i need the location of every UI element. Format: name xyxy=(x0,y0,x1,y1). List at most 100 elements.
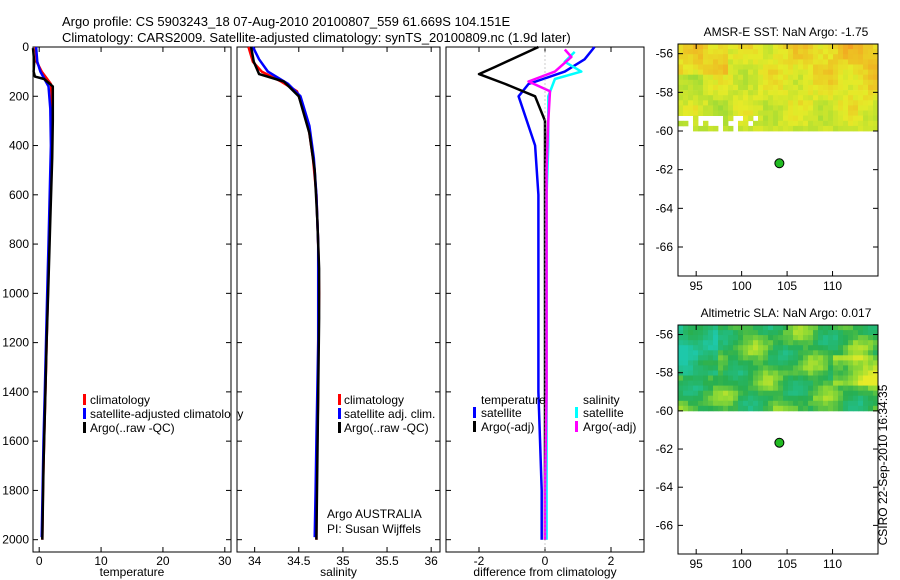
heatmap-cell xyxy=(823,49,829,55)
heatmap-cell xyxy=(838,330,844,336)
heatmap-cell xyxy=(863,74,869,81)
heatmap-cell xyxy=(693,350,699,356)
heatmap-cell xyxy=(748,365,754,371)
heatmap-cell xyxy=(778,49,784,55)
heatmap-cell xyxy=(688,370,694,376)
heatmap-cell xyxy=(768,44,774,50)
heatmap-cell xyxy=(818,375,824,381)
heatmap-cell xyxy=(688,350,694,356)
heatmap-cell xyxy=(798,360,804,366)
heatmap-cell xyxy=(758,44,764,50)
heatmap-cell xyxy=(743,44,749,50)
heatmap-cell xyxy=(858,385,864,392)
heatmap-cell xyxy=(823,105,829,111)
heatmap-cell xyxy=(708,64,714,70)
heatmap-cell xyxy=(843,69,849,76)
heatmap-cell xyxy=(763,74,769,81)
heatmap-cell xyxy=(833,115,839,122)
heatmap-cell xyxy=(718,74,724,81)
x-axis-label: salinity xyxy=(320,565,357,579)
heatmap-cell xyxy=(748,325,754,331)
heatmap-cell xyxy=(773,325,779,331)
heatmap-cell xyxy=(703,100,709,106)
heatmap-cell xyxy=(793,405,799,412)
heatmap-cell xyxy=(863,375,869,381)
heatmap-cell xyxy=(833,105,839,111)
heatmap-cell xyxy=(853,115,859,122)
heatmap-cell xyxy=(793,360,799,366)
heatmap-cell xyxy=(723,400,729,407)
heatmap-cell xyxy=(823,400,829,407)
heatmap-cell xyxy=(768,330,774,336)
heatmap-cell xyxy=(708,100,714,106)
heatmap-cell xyxy=(683,79,689,86)
heatmap-cell xyxy=(778,115,784,122)
heatmap-cell xyxy=(798,385,804,392)
heatmap-cell xyxy=(768,390,774,397)
heatmap-cell xyxy=(813,74,819,81)
heatmap-cell xyxy=(743,355,749,361)
heatmap-cell xyxy=(793,79,799,86)
heatmap-cell xyxy=(693,405,699,412)
heatmap-cell xyxy=(728,69,734,76)
heatmap-cell xyxy=(733,370,739,376)
heatmap-cell xyxy=(833,395,839,402)
heatmap-cell xyxy=(778,79,784,86)
legend-swatch xyxy=(338,408,341,419)
heatmap-cell xyxy=(733,84,739,91)
heatmap-cell xyxy=(848,74,854,81)
heatmap-cell xyxy=(748,44,754,50)
heatmap-cell xyxy=(768,69,774,76)
heatmap-cell xyxy=(843,95,849,101)
heatmap-cell xyxy=(788,59,794,65)
heatmap-cell xyxy=(848,345,854,351)
heatmap-cell xyxy=(788,84,794,91)
heatmap-cell xyxy=(763,90,769,96)
heatmap-cell xyxy=(818,390,824,397)
heatmap-cell xyxy=(708,360,714,366)
heatmap-cell xyxy=(678,79,684,86)
heatmap-cell xyxy=(773,370,779,376)
heatmap-cell xyxy=(813,345,819,351)
legend-swatch xyxy=(83,394,86,405)
heatmap-cell xyxy=(723,95,729,101)
heatmap-cell xyxy=(858,125,864,132)
heatmap-cell xyxy=(688,330,694,336)
heatmap-cell xyxy=(828,79,834,86)
heatmap-cell xyxy=(848,365,854,371)
heatmap-cell xyxy=(808,90,814,96)
heatmap-cell xyxy=(858,105,864,111)
heatmap-cell xyxy=(703,360,709,366)
heatmap-cell xyxy=(858,340,864,346)
heatmap-cell xyxy=(723,110,729,116)
heatmap-cell xyxy=(848,395,854,402)
heatmap-cell xyxy=(843,340,849,346)
heatmap-cell xyxy=(743,400,749,407)
heatmap-cell xyxy=(868,90,874,96)
heatmap-cell xyxy=(718,79,724,86)
heatmap-cell xyxy=(833,54,839,60)
heatmap-cell xyxy=(698,405,704,412)
x-tick-label: 10 xyxy=(94,554,108,568)
heatmap-cell xyxy=(688,380,694,387)
heatmap-cell xyxy=(698,54,704,60)
heatmap-cell xyxy=(843,105,849,111)
heatmap-cell xyxy=(788,365,794,371)
heatmap-cell xyxy=(778,105,784,111)
heatmap-cell xyxy=(813,395,819,402)
heatmap-cell xyxy=(868,385,874,392)
heatmap-cell xyxy=(833,100,839,106)
heatmap-cell xyxy=(733,95,739,101)
heatmap-cell xyxy=(743,385,749,392)
heatmap-cell xyxy=(798,69,804,76)
heatmap-cell xyxy=(708,105,714,111)
heatmap-cell xyxy=(868,370,874,376)
heatmap-cell xyxy=(748,69,754,76)
heatmap-cell xyxy=(743,84,749,91)
heatmap-cell xyxy=(718,400,724,407)
heatmap-cell xyxy=(693,335,699,341)
heatmap-cell xyxy=(803,125,809,132)
heatmap-cell xyxy=(848,105,854,111)
heatmap-cell xyxy=(813,405,819,412)
heatmap-cell xyxy=(763,125,769,132)
